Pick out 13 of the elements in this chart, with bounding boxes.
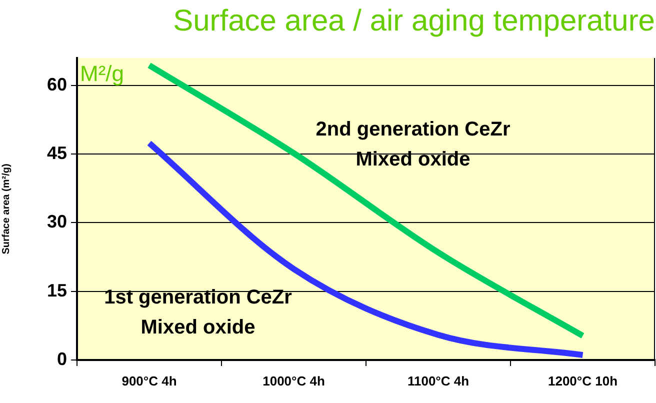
chart-title: Surface area / air aging temperature	[173, 4, 655, 38]
annotation: M²/g	[80, 61, 124, 86]
x-tick-label: 1100°C 4h	[407, 373, 470, 388]
x-tick-label: 900°C 4h	[122, 373, 177, 388]
y-tick-label: 60	[46, 74, 67, 94]
x-tick-label: 1000°C 4h	[262, 373, 325, 388]
y-tick-label: 0	[56, 348, 67, 369]
y-tick-label: 30	[46, 212, 67, 232]
annotation: 2nd generation CeZr Mixed oxide	[316, 118, 510, 171]
x-tick-label: 1200°C 10h	[548, 373, 618, 388]
y-tick-label: 45	[46, 143, 67, 164]
y-tick-label: 15	[46, 280, 67, 300]
y-axis-title: Surface area (m²/g)	[0, 164, 12, 254]
